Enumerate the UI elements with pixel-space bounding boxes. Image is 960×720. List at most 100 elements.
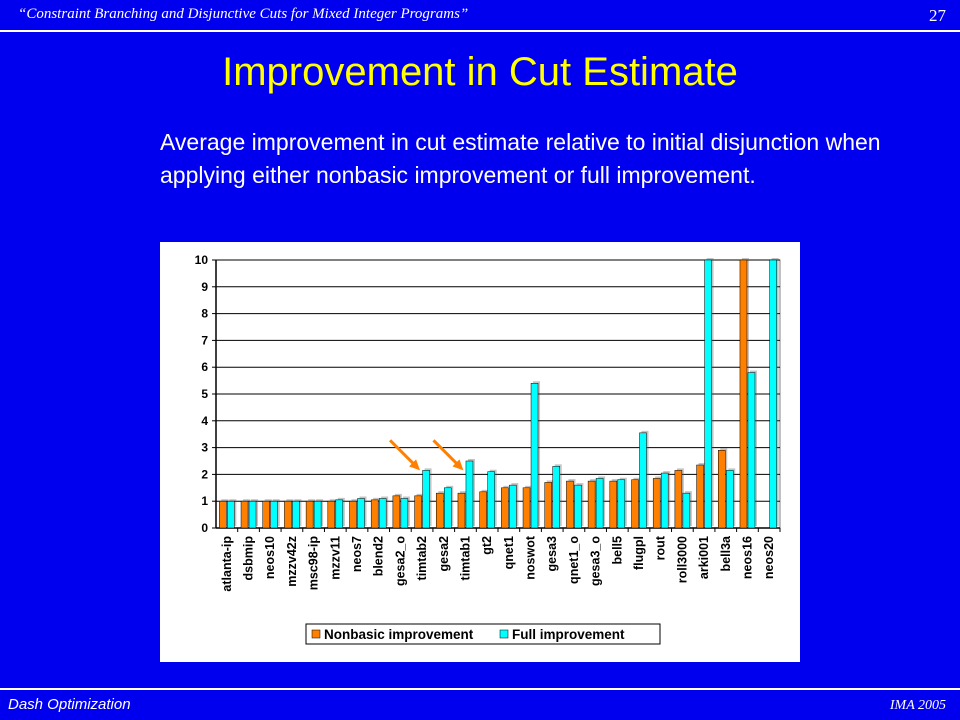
x-tick-label: roll3000 [675, 536, 689, 583]
header-title: “Constraint Branching and Disjunctive Cu… [18, 6, 469, 22]
bar-nonbasic [327, 500, 336, 529]
bar-full [378, 498, 387, 529]
y-tick-label: 3 [201, 441, 208, 455]
bar-full [292, 500, 300, 529]
y-tick-label: 2 [201, 467, 208, 481]
bar-nonbasic [739, 259, 748, 529]
y-tick-label: 1 [201, 494, 208, 508]
annotation-arrow [432, 439, 464, 471]
bar-nonbasic [479, 491, 487, 529]
bar-full [465, 460, 474, 529]
bar-nonbasic [587, 480, 596, 529]
slide-subtitle: Average improvement in cut estimate rela… [160, 129, 881, 188]
header-divider [0, 30, 960, 32]
bar-full [660, 472, 669, 529]
x-tick-label: msc98-ip [307, 536, 321, 591]
bar-full [639, 432, 647, 529]
legend-label: Nonbasic improvement [324, 627, 474, 642]
y-tick-label: 4 [201, 414, 208, 428]
bar-chart: 0 1 2 3 4 5 6 7 8 9 10 atlanta-ip dsbmip neos10 mzzv42… [195, 253, 781, 645]
bar-full [704, 259, 712, 529]
x-tick-label: timtab1 [458, 536, 472, 581]
bar-nonbasic [349, 500, 357, 529]
bar-nonbasic [566, 480, 574, 529]
bar-nonbasic [370, 499, 379, 529]
slide-title: Improvement in Cut Estimate [222, 50, 738, 94]
chart-area: 0 1 2 3 4 5 6 7 8 9 10 atlanta-ip dsbmip neos10 mzzv42… [160, 242, 800, 662]
x-tick-label: qnet1_o [567, 536, 581, 584]
x-tick-label: atlanta-ip [220, 536, 234, 592]
y-tick-label: 9 [201, 280, 208, 294]
legend-swatch [499, 629, 509, 639]
bar-nonbasic [609, 480, 618, 529]
bar-full [335, 499, 344, 529]
x-tick-label: neos20 [762, 536, 776, 579]
bar-full [682, 492, 691, 529]
bar-full [248, 500, 257, 529]
chart-legend: Nonbasic improvement Full improvement [305, 623, 661, 645]
x-tick-label: timtab2 [415, 536, 429, 581]
x-tick-label: bell3a [719, 535, 733, 571]
bar-full [747, 372, 756, 529]
bar-full [552, 466, 560, 529]
x-tick-label: gesa3_o [589, 536, 603, 586]
bar-nonbasic [305, 500, 314, 529]
bar-nonbasic [219, 500, 227, 529]
bar-full [422, 470, 430, 529]
bar-nonbasic [501, 487, 509, 529]
bar-nonbasic [718, 450, 726, 529]
x-tick-label: rout [654, 535, 668, 560]
x-tick-label: dsbmip [242, 536, 256, 581]
bar-nonbasic [392, 495, 401, 529]
bar-full [357, 498, 365, 529]
footer-event: IMA 2005 [889, 698, 946, 713]
bar-nonbasic [652, 478, 661, 529]
x-tick-label: arki001 [697, 536, 711, 579]
x-tick-label: mzzv42z [285, 536, 299, 587]
bar-full [509, 484, 517, 529]
bar-full [617, 479, 626, 529]
annotation-arrow [389, 439, 421, 471]
legend-label: Full improvement [512, 627, 625, 642]
x-tick-label: mzzv11 [328, 536, 342, 580]
bar-full [595, 478, 604, 529]
y-tick-label: 10 [195, 253, 209, 267]
bar-nonbasic [414, 495, 422, 529]
bar-full [574, 484, 582, 529]
bar-full [400, 498, 409, 529]
x-tick-label: gt2 [480, 536, 494, 555]
bar-nonbasic [631, 479, 639, 529]
x-tick-label: noswot [524, 535, 538, 580]
bar-full [487, 471, 495, 529]
bar-nonbasic [457, 492, 466, 529]
bar-full [227, 500, 235, 529]
bar-full [726, 470, 734, 529]
x-tick-label: gesa3 [545, 536, 559, 571]
y-tick-label: 6 [201, 360, 208, 374]
bar-full [530, 383, 539, 529]
x-tick-label: flugpl [632, 536, 646, 570]
bar-full [444, 487, 452, 529]
y-tick-label: 5 [201, 387, 208, 401]
bar-nonbasic [284, 500, 292, 529]
y-tick-label: 8 [201, 307, 208, 321]
x-tick-label: neos7 [350, 536, 364, 572]
y-tick-label: 0 [201, 521, 208, 535]
x-tick-label: gesa2 [437, 536, 451, 571]
x-tick-label: gesa2_o [393, 536, 407, 586]
bar-nonbasic [262, 500, 270, 529]
bar-full [313, 500, 322, 529]
x-tick-label: blend2 [372, 536, 386, 576]
x-tick-label: neos16 [740, 536, 754, 579]
bar-nonbasic [674, 470, 683, 529]
bar-nonbasic [522, 487, 531, 529]
bar-nonbasic [240, 500, 249, 529]
x-tick-label: qnet1 [502, 536, 516, 569]
bar-full [270, 500, 278, 529]
y-tick-label: 7 [201, 333, 208, 347]
bar-nonbasic [436, 492, 444, 529]
bar-nonbasic [544, 482, 552, 529]
footer-company: Dash Optimization [8, 696, 131, 713]
bar-nonbasic [696, 464, 704, 529]
x-tick-label: bell5 [610, 536, 624, 565]
